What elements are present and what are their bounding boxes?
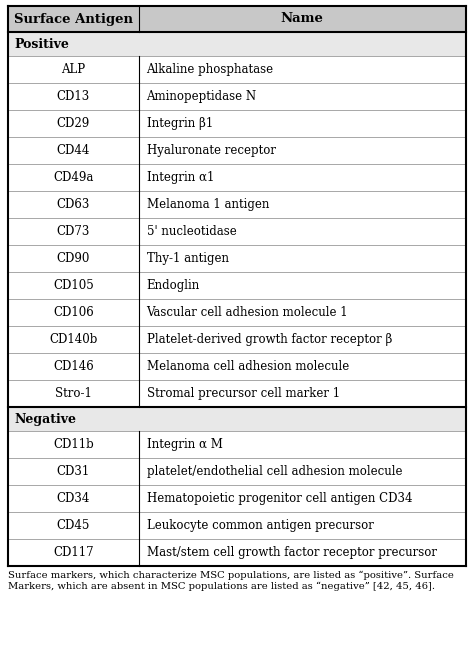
Text: CD140b: CD140b [49,333,98,346]
Text: Melanoma cell adhesion molecule: Melanoma cell adhesion molecule [146,360,349,373]
Text: CD106: CD106 [53,306,94,319]
Text: Vascular cell adhesion molecule 1: Vascular cell adhesion molecule 1 [146,306,348,319]
Bar [8,512,466,539]
Text: Hematopoietic progenitor cell antigen CD34: Hematopoietic progenitor cell antigen CD… [146,492,412,505]
Bar [8,380,466,407]
Text: CD13: CD13 [56,90,90,103]
Bar [8,485,466,512]
Text: Melanoma 1 antigen: Melanoma 1 antigen [146,198,269,211]
Text: Leukocyte common antigen precursor: Leukocyte common antigen precursor [146,519,374,532]
Text: Integrin α M: Integrin α M [146,438,222,451]
Text: CD63: CD63 [56,198,90,211]
Bar [8,56,466,83]
Bar [8,431,466,458]
Text: Surface Antigen: Surface Antigen [14,13,133,26]
Text: CD29: CD29 [56,117,90,130]
Text: CD45: CD45 [56,519,90,532]
Text: Mast/stem cell growth factor receptor precursor: Mast/stem cell growth factor receptor pr… [146,546,437,559]
Text: CD49a: CD49a [53,171,93,184]
Text: Thy-1 antigen: Thy-1 antigen [146,252,228,265]
Text: Positive: Positive [14,38,69,51]
Bar [8,32,466,56]
Text: Name: Name [281,13,324,26]
Bar [8,326,466,353]
Bar [8,218,466,245]
Bar [8,539,466,566]
Text: Platelet-derived growth factor receptor β: Platelet-derived growth factor receptor … [146,333,392,346]
Text: CD44: CD44 [56,144,90,157]
Text: Integrin α1: Integrin α1 [146,171,214,184]
Bar [8,110,466,137]
Bar [8,137,466,164]
Bar [8,272,466,299]
Text: CD90: CD90 [56,252,90,265]
Bar [8,458,466,485]
Text: CD34: CD34 [56,492,90,505]
Text: Alkaline phosphatase: Alkaline phosphatase [146,63,273,76]
Text: Surface markers, which characterize MSC populations, are listed as “positive”. S: Surface markers, which characterize MSC … [8,571,454,580]
Text: 5' nucleotidase: 5' nucleotidase [146,225,236,238]
Text: CD31: CD31 [56,465,90,478]
Bar [8,407,466,431]
Text: CD73: CD73 [56,225,90,238]
Text: CD105: CD105 [53,279,94,292]
Bar [8,6,466,32]
Text: Endoglin: Endoglin [146,279,200,292]
Text: Stromal precursor cell marker 1: Stromal precursor cell marker 1 [146,387,340,400]
Text: Markers, which are absent in MSC populations are listed as “negative” [42, 45, 4: Markers, which are absent in MSC populat… [8,582,435,591]
Bar [8,245,466,272]
Text: CD11b: CD11b [53,438,94,451]
Bar [8,83,466,110]
Bar [8,164,466,191]
Bar [8,353,466,380]
Text: CD117: CD117 [53,546,93,559]
Text: Aminopeptidase N: Aminopeptidase N [146,90,256,103]
Bar [8,191,466,218]
Text: ALP: ALP [61,63,85,76]
Text: Integrin β1: Integrin β1 [146,117,213,130]
Bar [8,299,466,326]
Text: CD146: CD146 [53,360,94,373]
Text: Negative: Negative [14,412,76,426]
Text: Hyaluronate receptor: Hyaluronate receptor [146,144,275,157]
Text: platelet/endothelial cell adhesion molecule: platelet/endothelial cell adhesion molec… [146,465,402,478]
Text: Stro-1: Stro-1 [55,387,91,400]
